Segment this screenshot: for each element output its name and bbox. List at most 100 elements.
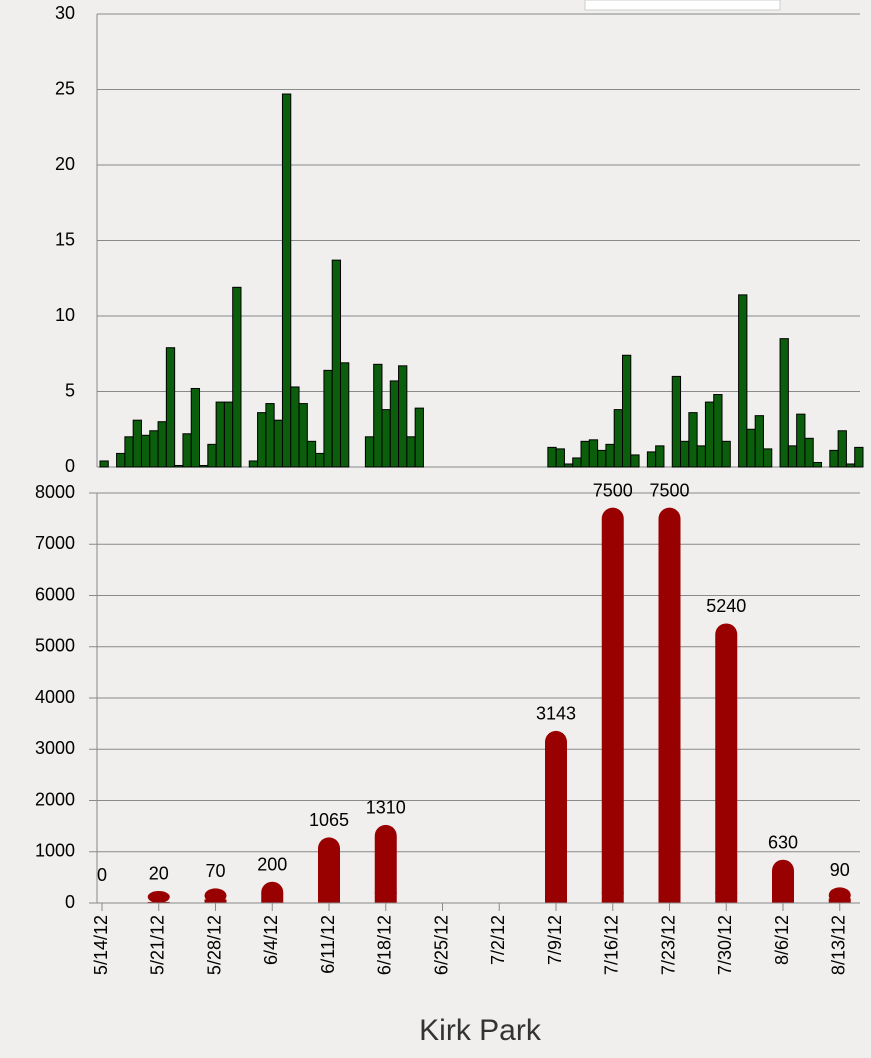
x-tick-label: 7/9/12 <box>545 915 565 965</box>
bar <box>572 457 582 468</box>
bar <box>116 452 126 468</box>
bar <box>373 363 383 468</box>
bar <box>389 380 400 468</box>
bar <box>374 824 397 903</box>
data-label: 90 <box>830 860 850 880</box>
x-tick-label: 7/16/12 <box>602 915 622 975</box>
bar-base <box>828 898 851 903</box>
y-tick-label: 0 <box>65 456 75 476</box>
bar <box>381 409 391 468</box>
bar <box>331 259 342 468</box>
x-tick-label: 7/30/12 <box>715 915 735 975</box>
y-tick-label: 15 <box>55 229 75 249</box>
bar <box>204 888 227 903</box>
bar <box>597 449 607 468</box>
bar <box>290 386 300 468</box>
bar-base <box>261 892 284 903</box>
chart-title: Kirk Park <box>419 1014 542 1047</box>
bar <box>704 401 715 468</box>
bar <box>99 460 109 468</box>
bar <box>165 347 176 468</box>
bar <box>182 433 192 468</box>
y-tick-label: 5000 <box>35 636 75 656</box>
data-label: 5240 <box>706 596 746 616</box>
bar <box>854 446 864 468</box>
x-tick-label: 5/28/12 <box>204 915 224 975</box>
y-tick-label: 10 <box>55 305 75 325</box>
bar <box>721 440 731 468</box>
y-tick-label: 2000 <box>35 789 75 809</box>
bar <box>601 507 624 903</box>
x-tick-label: 6/11/12 <box>318 915 338 974</box>
x-tick-label: 5/21/12 <box>148 915 168 975</box>
data-label: 7500 <box>649 480 689 500</box>
bar <box>738 294 748 468</box>
bar <box>281 93 292 468</box>
bar <box>265 403 275 468</box>
y-tick-label: 0 <box>65 892 75 912</box>
data-label: 1310 <box>366 798 406 818</box>
bar <box>398 365 408 468</box>
bar <box>223 401 234 468</box>
bar <box>318 837 340 903</box>
bar <box>273 419 283 468</box>
bar <box>845 463 856 468</box>
bar-base <box>601 892 624 903</box>
bar <box>754 415 764 468</box>
data-label: 200 <box>257 855 287 875</box>
bar <box>787 445 798 468</box>
bar <box>746 428 756 468</box>
bar <box>232 286 242 468</box>
x-tick-label: 8/6/12 <box>772 915 792 965</box>
bar <box>655 445 665 468</box>
bar <box>190 387 201 468</box>
bar <box>779 338 789 468</box>
bar <box>688 412 698 468</box>
y-tick-label: 5 <box>65 380 75 400</box>
bar <box>149 430 159 468</box>
bar <box>796 413 806 468</box>
data-label: 630 <box>768 832 798 852</box>
x-tick-label: 5/14/12 <box>91 915 111 975</box>
bar <box>215 401 225 468</box>
bar <box>124 436 134 468</box>
bar-base <box>658 892 681 903</box>
data-label: 70 <box>205 861 225 881</box>
y-tick-label: 30 <box>55 3 75 23</box>
bar <box>605 443 615 468</box>
bar <box>298 403 308 468</box>
bar-base <box>545 892 567 903</box>
y-tick-label: 25 <box>55 78 75 98</box>
x-tick-label: 7/2/12 <box>488 915 508 965</box>
data-label: 20 <box>149 864 169 884</box>
bar <box>580 440 590 468</box>
legend-box <box>584 0 781 11</box>
bar <box>762 448 773 468</box>
data-label: 3143 <box>536 704 576 724</box>
bar <box>837 430 847 468</box>
bar <box>315 452 325 468</box>
x-tick-label: 6/25/12 <box>431 915 451 975</box>
bar <box>804 437 814 468</box>
x-tick-label: 8/13/12 <box>829 915 849 975</box>
bar <box>671 375 682 468</box>
bar <box>340 362 350 468</box>
bar <box>812 461 823 468</box>
bar-base <box>374 892 397 903</box>
bar <box>555 448 565 468</box>
bar <box>147 890 170 903</box>
bar-base <box>318 892 340 903</box>
data-label: 0 <box>97 865 107 885</box>
bar <box>829 449 839 468</box>
bar <box>323 369 333 468</box>
bar <box>414 407 424 468</box>
bar <box>545 730 567 903</box>
bar <box>715 623 738 903</box>
bar <box>257 412 267 468</box>
x-tick-label: 6/4/12 <box>261 915 281 965</box>
bar <box>406 436 416 468</box>
bar <box>646 451 657 468</box>
bar <box>613 409 623 468</box>
bar <box>696 445 706 468</box>
